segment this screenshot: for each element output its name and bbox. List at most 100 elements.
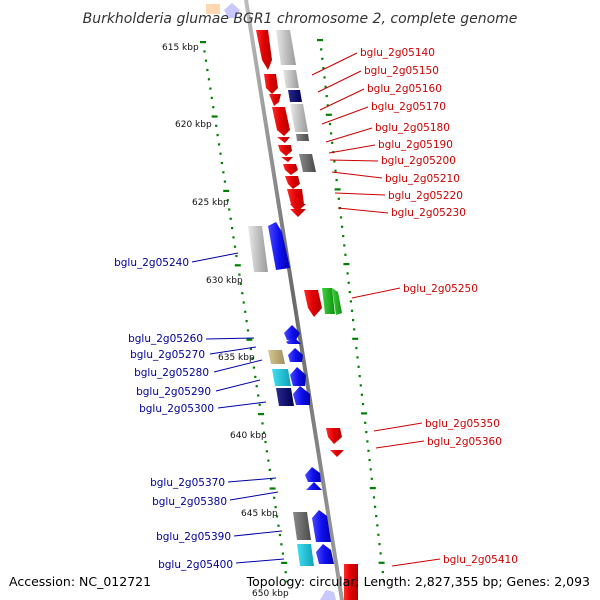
scale-dot [212, 106, 215, 109]
gene-label-bglu_2g05190[interactable]: bglu_2g05190 [378, 139, 453, 151]
gene-arrow-bglu_2g05290[interactable] [290, 367, 306, 386]
gene-arrow-bglu_2g05380[interactable] [306, 482, 322, 490]
gene-label-bglu_2g05140[interactable]: bglu_2g05140 [360, 47, 435, 59]
gene-label-bglu_2g05360[interactable]: bglu_2g05360 [427, 436, 502, 448]
scale-dot [252, 366, 255, 369]
gene-arrow-bglu_2g05140[interactable] [256, 30, 272, 70]
forward-connector-lines [311, 52, 441, 567]
scale-dot [378, 561, 385, 564]
scale-dot [217, 143, 221, 146]
gene-arrow-bglu_2g05390[interactable] [312, 510, 331, 542]
gene-arrow-bglu_2g05160[interactable] [269, 94, 281, 106]
gene-arrow-bglu_2g05170[interactable] [272, 107, 290, 136]
gene-label-bglu_2g05390[interactable]: bglu_2g05390 [156, 531, 231, 543]
scale-dot [258, 403, 261, 406]
gene-arrow-bglu_2g05370[interactable] [305, 467, 321, 482]
gene-box-cyan-2 [297, 544, 314, 566]
gene-arrow-bglu_2g05230[interactable] [287, 189, 306, 212]
scale-dot [231, 227, 234, 230]
scale-dot [255, 385, 258, 388]
scale-dot [223, 180, 226, 183]
scale-dot [369, 468, 372, 471]
scale-dot [209, 87, 212, 90]
gene-label-bglu_2g05350[interactable]: bglu_2g05350 [425, 418, 500, 430]
scale-dot [286, 580, 289, 583]
scale-dot [348, 291, 351, 294]
gene-arrow-bglu_2g05210[interactable] [283, 164, 298, 175]
gene-label-bglu_2g05210[interactable]: bglu_2g05210 [385, 173, 460, 185]
gene-arrow-bglu_2g05240[interactable] [268, 222, 290, 270]
gene-arrow-bglu_2g05270[interactable] [286, 337, 301, 344]
scale-dot [262, 431, 266, 434]
scale-dot [334, 188, 341, 191]
gene-label-bglu_2g05250[interactable]: bglu_2g05250 [403, 283, 478, 295]
scale-dot [372, 496, 376, 499]
scale-dot [281, 552, 284, 555]
gene-box-green-1 [322, 288, 335, 314]
connector-bglu_2g05180 [325, 127, 373, 143]
scale-dot [211, 115, 218, 118]
scale-dot [238, 273, 241, 276]
scale-dot [376, 524, 379, 527]
gene-label-bglu_2g05170[interactable]: bglu_2g05170 [371, 101, 446, 113]
gene-label-bglu_2g05300[interactable]: bglu_2g05300 [139, 403, 214, 415]
scale-dot [204, 59, 208, 62]
gene-label-bglu_2g05160[interactable]: bglu_2g05160 [367, 83, 442, 95]
gene-box-darkgray-3 [293, 512, 311, 540]
gene-label-bglu_2g05370[interactable]: bglu_2g05370 [150, 477, 225, 489]
gene-arrow-bglu_2g05150[interactable] [264, 74, 278, 94]
gene-arrow-bglu_2g05260[interactable] [284, 325, 300, 340]
gene-label-bglu_2g05200[interactable]: bglu_2g05200 [381, 155, 456, 167]
genome-summary-text: Topology: circular; Length: 2,827,355 bp… [246, 574, 590, 589]
gene-arrow-bglu_2g05360[interactable] [330, 450, 344, 457]
scale-dot [358, 375, 361, 378]
gene-arrow-bglu_2g05300[interactable] [293, 386, 310, 405]
scale-dot [377, 533, 380, 536]
reverse-gene-labels: bglu_2g05240 bglu_2g05260 bglu_2g05270 b… [114, 257, 233, 571]
gene-arrow-bglu_2g05190[interactable] [278, 145, 292, 156]
scale-layer [200, 39, 385, 583]
connector-bglu_2g05400 [235, 558, 285, 564]
gene-label-bglu_2g05280[interactable]: bglu_2g05280 [134, 367, 209, 379]
scale-dot [215, 124, 218, 127]
connector-bglu_2g05290 [215, 379, 261, 392]
scale-dot [379, 552, 382, 555]
scale-dot [344, 253, 347, 256]
gene-label-bglu_2g05400[interactable]: bglu_2g05400 [158, 559, 233, 571]
scale-dot [273, 496, 276, 499]
gene-arrow-bglu_2g05280[interactable] [288, 348, 303, 362]
chromosome-backbone [244, 0, 344, 600]
scale-dot [381, 571, 384, 574]
scale-dot [361, 403, 365, 406]
gene-label-bglu_2g05410[interactable]: bglu_2g05410 [443, 554, 518, 566]
connector-bglu_2g05300 [217, 401, 267, 409]
connector-bglu_2g05170 [321, 106, 369, 125]
connector-bglu_2g05220 [334, 192, 386, 196]
gene-label-bglu_2g05290[interactable]: bglu_2g05290 [136, 386, 211, 398]
gene-arrow-bglu_2g05180[interactable] [277, 137, 290, 143]
scale-dot [258, 413, 264, 416]
scale-dot [249, 347, 252, 351]
connector-bglu_2g05200 [329, 159, 379, 162]
gene-label-bglu_2g05220[interactable]: bglu_2g05220 [388, 190, 463, 202]
scale-dot [265, 450, 268, 453]
scale-dot [342, 235, 345, 238]
connector-bglu_2g05250 [351, 287, 401, 299]
gene-label-bglu_2g05230[interactable]: bglu_2g05230 [391, 207, 466, 219]
gene-label-bglu_2g05240[interactable]: bglu_2g05240 [114, 257, 189, 269]
gene-arrow-bglu_2g05250[interactable] [304, 290, 322, 317]
gene-label-bglu_2g05260[interactable]: bglu_2g05260 [128, 333, 203, 345]
scale-dot [325, 95, 328, 98]
scale-dot [320, 48, 323, 51]
gene-arrow-bglu_2g05220[interactable] [285, 176, 300, 189]
gene-arrow-bglu_2g05200[interactable] [281, 157, 293, 162]
scale-dot [321, 57, 324, 60]
gene-label-bglu_2g05150[interactable]: bglu_2g05150 [364, 65, 439, 77]
gene-arrow-bglu_2g05400[interactable] [316, 544, 334, 564]
gene-label-bglu_2g05380[interactable]: bglu_2g05380 [152, 496, 227, 508]
gene-label-bglu_2g05180[interactable]: bglu_2g05180 [375, 122, 450, 134]
gene-label-bglu_2g05270[interactable]: bglu_2g05270 [130, 349, 205, 361]
scale-dot [228, 208, 231, 211]
scale-dot [241, 292, 244, 295]
gene-arrow-bglu_2g05350[interactable] [326, 428, 342, 444]
